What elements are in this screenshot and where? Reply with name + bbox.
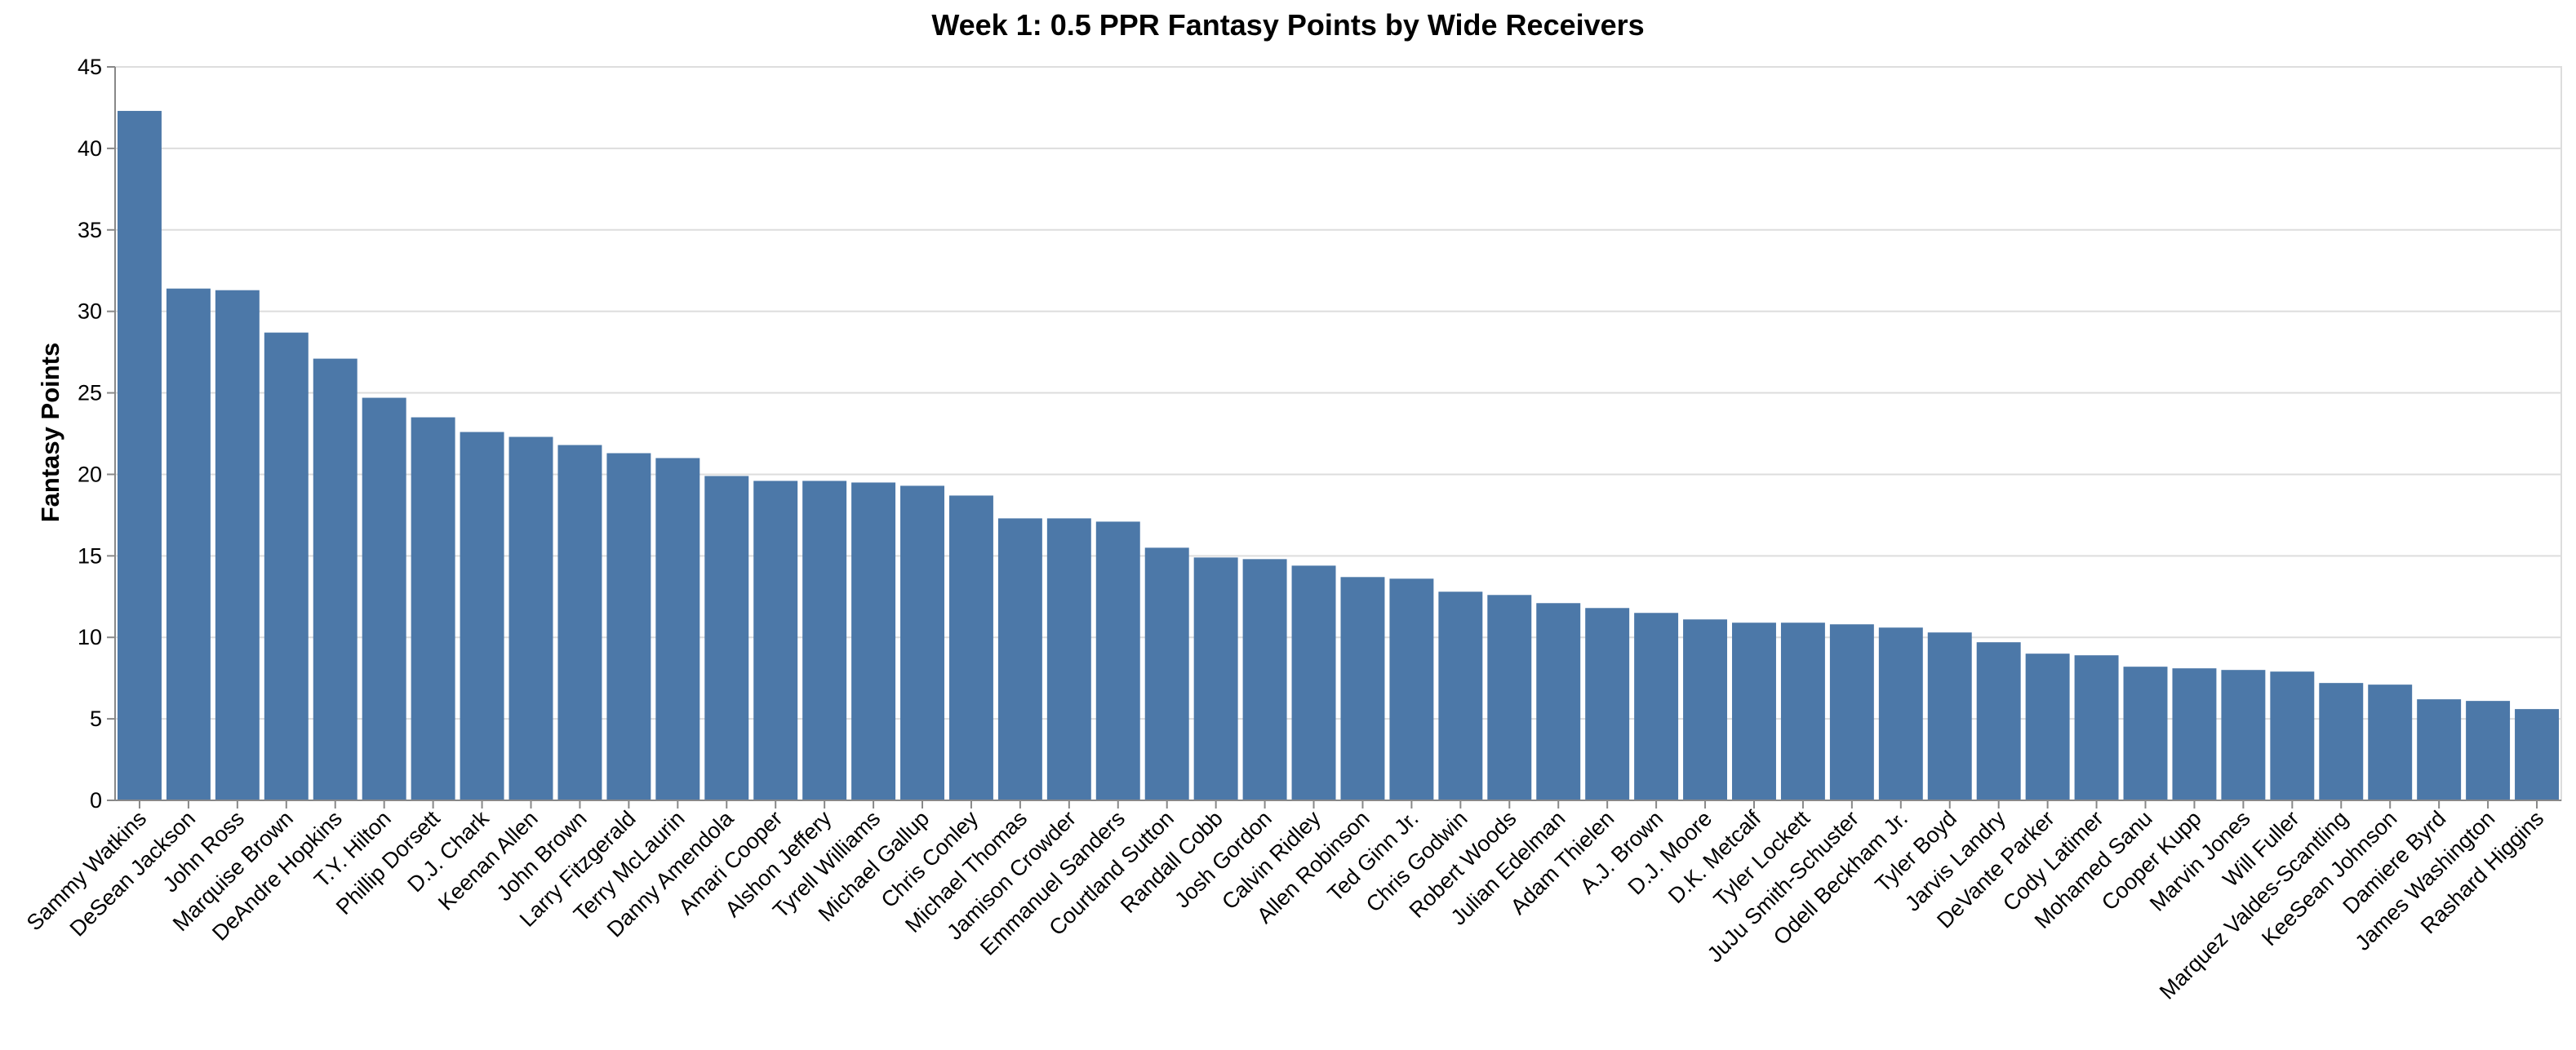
bar (1144, 547, 1189, 800)
bar (1389, 578, 1434, 800)
y-tick-label: 30 (78, 299, 102, 324)
bar (2466, 701, 2511, 800)
bar (460, 432, 504, 800)
y-tick-label: 45 (78, 55, 102, 79)
bar (802, 481, 847, 800)
bar (1291, 565, 1336, 800)
y-tick-label: 15 (78, 543, 102, 568)
bar (2270, 671, 2315, 800)
bar (2074, 655, 2119, 800)
bar (1340, 577, 1385, 800)
bar (557, 445, 602, 800)
bar (2368, 684, 2413, 800)
bars (117, 110, 2560, 801)
bar (1780, 622, 1825, 800)
y-tick-label: 10 (78, 625, 102, 649)
y-tick-label: 20 (78, 462, 102, 486)
bar (655, 458, 700, 800)
y-axis-title: Fantasy Points (36, 343, 64, 523)
bar (704, 476, 749, 800)
bar (509, 436, 553, 800)
bar (2319, 683, 2364, 800)
bar (264, 332, 309, 800)
bar (2172, 668, 2217, 800)
bar (1732, 622, 1776, 800)
bar (1634, 613, 1679, 800)
y-tick-label: 40 (78, 136, 102, 161)
y-tick-label: 0 (90, 788, 102, 813)
bar (411, 417, 455, 800)
bar (948, 495, 993, 800)
bar (1829, 624, 1874, 800)
y-tick-label: 5 (90, 707, 102, 731)
bar (215, 290, 260, 800)
bar (1585, 608, 1630, 800)
bar (2417, 699, 2462, 800)
bar (117, 110, 162, 800)
bar (997, 518, 1042, 800)
bar (1242, 559, 1287, 800)
y-tick-label: 35 (78, 218, 102, 242)
bar (753, 481, 798, 800)
bar (1878, 627, 1923, 800)
bar (2025, 653, 2070, 800)
bar (2123, 667, 2168, 800)
bar (1927, 632, 1972, 800)
bar (1487, 595, 1532, 800)
bar (1438, 591, 1483, 800)
bar (1536, 603, 1581, 800)
bar (313, 358, 358, 800)
bar (166, 288, 211, 801)
bar (900, 485, 944, 800)
bar (362, 397, 406, 800)
chart-title: Week 1: 0.5 PPR Fantasy Points by Wide R… (931, 8, 1644, 42)
bar (2515, 709, 2560, 800)
bar (1095, 521, 1140, 800)
bar (606, 453, 651, 800)
bar (2221, 670, 2266, 800)
bar (1193, 557, 1238, 800)
bar (1976, 642, 2021, 800)
y-tick-label: 25 (78, 381, 102, 405)
bar (1046, 518, 1091, 800)
bar (851, 482, 896, 800)
bar (1683, 619, 1728, 800)
